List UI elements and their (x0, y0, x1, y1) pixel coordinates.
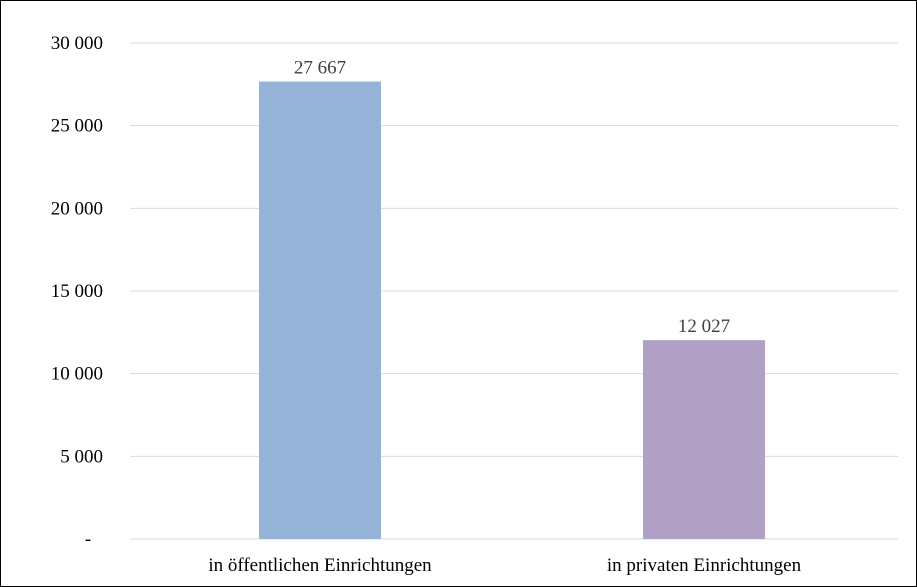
y-tick-label: 10 000 (51, 364, 103, 385)
bar (643, 340, 765, 539)
gridlines (130, 42, 898, 540)
x-category-label: in öffentlichen Einrichtungen (208, 555, 432, 576)
data-labels: 27 667 12 027 (294, 58, 730, 338)
x-category-label: in privaten Einrichtungen (607, 555, 802, 576)
y-axis-tick-labels: - 5 000 10 000 15 000 20 000 25 000 30 000 (51, 33, 103, 550)
y-tick-label: 15 000 (51, 281, 103, 302)
y-tick-label: 20 000 (51, 198, 103, 219)
y-tick-label: - (85, 529, 91, 550)
x-axis-category-labels: in öffentlichen Einrichtungen in privaten… (208, 555, 801, 576)
data-label: 27 667 (294, 58, 346, 79)
bar (259, 81, 381, 539)
y-tick-label: 25 000 (51, 116, 103, 137)
y-tick-label: 5 000 (60, 446, 103, 467)
data-label: 12 027 (678, 316, 730, 337)
bars (259, 81, 765, 539)
y-tick-label: 30 000 (51, 33, 103, 54)
